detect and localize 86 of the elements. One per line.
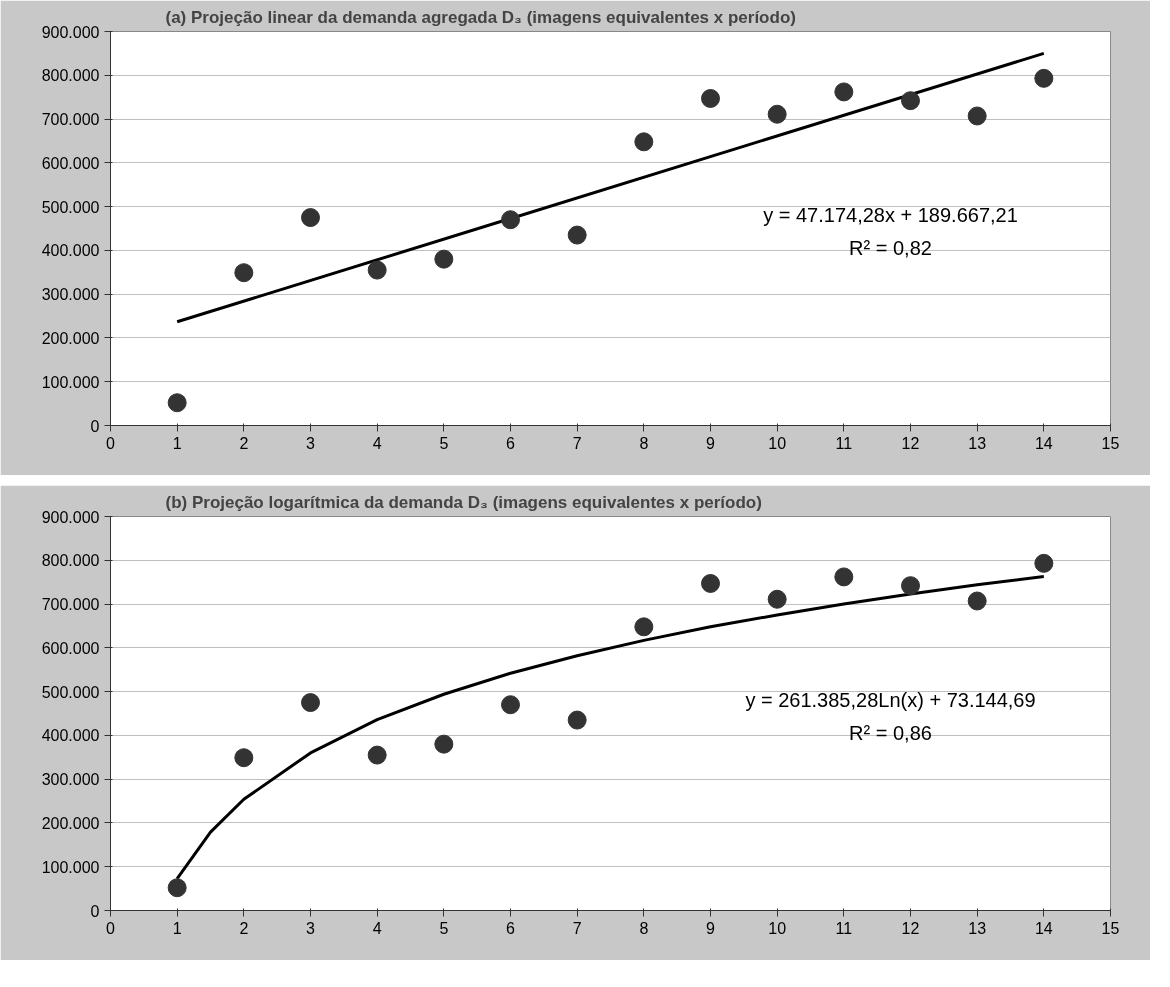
point [501, 695, 520, 715]
point [301, 208, 320, 228]
y-tick-label: 800.000 [41, 67, 100, 85]
y-tick-label: 700.000 [41, 596, 100, 614]
y-tick-label: 400.000 [41, 242, 100, 260]
point [634, 132, 654, 152]
x-tick-label: 9 [706, 919, 716, 937]
x-tick-label: 13 [968, 434, 987, 452]
point [167, 393, 187, 413]
y-tick-label: 0 [90, 902, 100, 920]
point [967, 106, 987, 126]
x-tick-label: 7 [572, 434, 582, 452]
x-tick-label: 8 [639, 434, 649, 452]
point [234, 263, 254, 283]
annotation: R² = 0,82 [849, 237, 932, 260]
x-tick-label: 2 [239, 919, 249, 937]
y-tick-label: 100.000 [41, 858, 100, 876]
point [967, 591, 987, 611]
x-tick-label: 8 [639, 919, 649, 937]
x-tick-label: 1 [172, 434, 182, 452]
point [1034, 68, 1054, 88]
x-tick-label: 14 [1034, 434, 1053, 452]
x-tick-label: 10 [768, 919, 787, 937]
x-tick-label: 3 [306, 434, 316, 452]
y-tick-label: 600.000 [41, 639, 100, 657]
x-tick-label: 6 [506, 434, 516, 452]
x-tick-label: 15 [1101, 919, 1120, 937]
x-tick-label: 6 [506, 919, 516, 937]
x-tick-label: 4 [372, 919, 382, 937]
point [501, 210, 520, 230]
y-tick-label: 200.000 [41, 329, 100, 347]
x-tick-label: 5 [439, 919, 449, 937]
x-tick-label: 15 [1101, 434, 1120, 452]
x-tick-label: 9 [706, 434, 716, 452]
x-tick-label: 10 [768, 434, 787, 452]
y-tick-label: 500.000 [41, 683, 100, 701]
point [901, 91, 920, 111]
y-tick-label: 600.000 [41, 154, 100, 172]
y-tick-label: 400.000 [41, 727, 100, 745]
x-tick-label: 5 [439, 434, 449, 452]
y-tick-label: 300.000 [41, 286, 100, 304]
point [767, 589, 787, 609]
x-tick-label: 0 [106, 919, 116, 937]
annotation: R² = 0,86 [849, 722, 932, 745]
x-tick-label: 11 [835, 434, 853, 452]
point [367, 260, 387, 280]
y-tick-label: 500.000 [41, 198, 100, 216]
point [834, 567, 854, 587]
point [567, 225, 587, 245]
point [567, 710, 587, 730]
y-tick-label: 900.000 [41, 23, 100, 41]
chart-title: (b) Projeção logarítmica da demanda D₃ (imagens equivalentes x período) [165, 492, 762, 512]
point [1034, 553, 1054, 573]
x-tick-label: 12 [901, 919, 920, 937]
x-tick-label: 14 [1034, 919, 1053, 937]
x-tick-label: 4 [372, 434, 382, 452]
point [167, 878, 187, 898]
y-tick-label: 0 [90, 417, 100, 435]
point [634, 617, 654, 637]
annotation: y = 47.174,28x + 189.667,21 [763, 204, 1018, 227]
y-tick-label: 700.000 [41, 111, 100, 129]
y-tick-label: 300.000 [41, 771, 100, 789]
point [434, 734, 454, 754]
point [701, 574, 720, 593]
y-tick-label: 200.000 [41, 814, 100, 832]
x-tick-label: 2 [239, 434, 249, 452]
x-tick-label: 3 [306, 919, 316, 937]
point [834, 82, 854, 102]
point [301, 693, 320, 713]
point [367, 745, 387, 765]
annotation: y = 261.385,28Ln(x) + 73.144,69 [745, 689, 1036, 712]
x-tick-label: 7 [572, 919, 582, 937]
x-tick-label: 0 [106, 434, 116, 452]
x-tick-label: 13 [968, 919, 987, 937]
point [701, 89, 720, 108]
x-tick-label: 11 [835, 919, 853, 937]
point [434, 249, 454, 269]
y-tick-label: 100.000 [41, 373, 100, 391]
point [901, 576, 920, 596]
y-tick-label: 900.000 [41, 508, 100, 526]
chart-title: (a) Projeção linear da demanda agregada D₃ (imagens equivalentes x período) [165, 7, 796, 27]
x-tick-label: 12 [901, 434, 920, 452]
point [234, 748, 254, 768]
x-tick-label: 1 [172, 919, 182, 937]
point [767, 104, 787, 124]
y-tick-label: 800.000 [41, 552, 100, 570]
